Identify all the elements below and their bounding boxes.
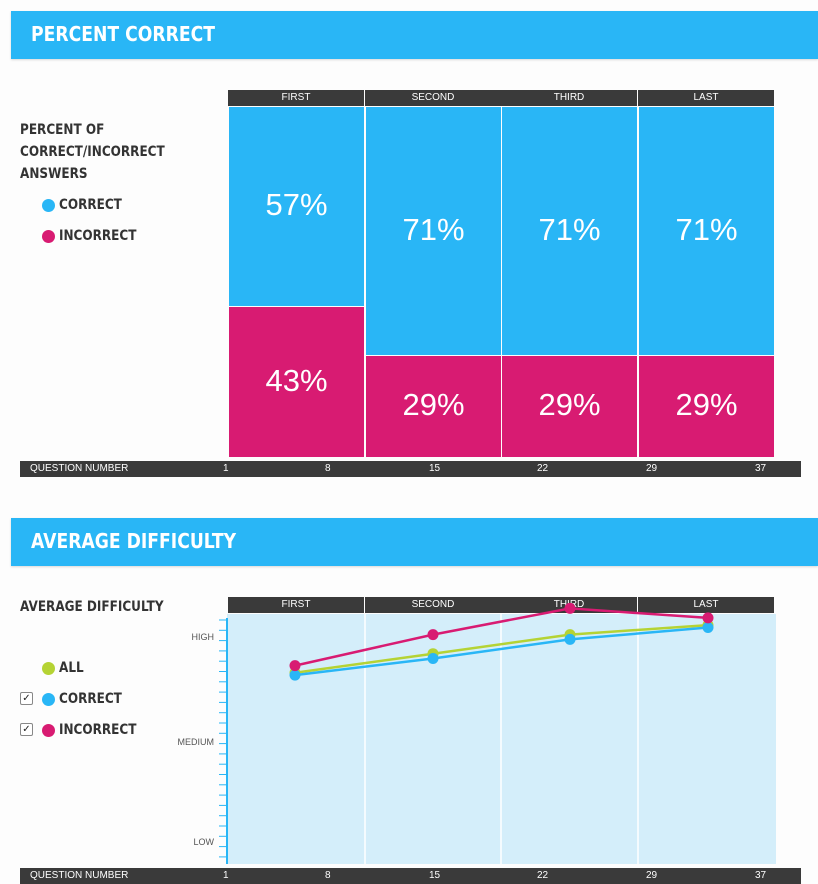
correct-block-label: 71% [402,211,465,247]
legend-diff-correct-dot [42,693,55,706]
legend-correct-label: CORRECT [59,197,122,213]
question-axis-top: QUESTION NUMBER 1 8 15 22 29 37 [20,461,801,477]
average-difficulty-banner: AVERAGE DIFFICULTY [11,518,818,566]
point-incorrect-last [702,612,714,624]
line-incorrect [294,607,709,667]
legend-correct-dot [42,199,55,212]
percent-correct-banner: PERCENT CORRECT [11,11,818,59]
incorrect-block-second[interactable]: 29% [366,355,501,457]
percent-side-title-line2: CORRECT/INCORRECT [20,144,165,160]
y-tick-medium: MEDIUM [178,737,215,747]
question-tick: 37 [755,463,767,474]
point-incorrect-first [289,660,301,672]
line-correct [294,626,709,677]
question-tick: 29 [646,870,658,881]
difficulty-header-third: THIRD [501,597,637,613]
percent-header-second: SECOND [365,90,501,106]
point-incorrect-second [427,629,439,641]
question-tick: 22 [537,463,549,474]
incorrect-block-label: 29% [538,387,601,423]
question-tick: 15 [429,870,441,881]
y-tick-high: HIGH [192,632,215,642]
point-all-third [564,629,576,641]
legend-all-dot [42,662,55,675]
point-correct-first [289,669,301,681]
y-tick-low: LOW [193,837,214,847]
point-all-last [702,619,714,631]
correct-block-third[interactable]: 71% [502,107,637,355]
correct-block-label: 71% [538,211,601,247]
question-tick: 8 [325,870,331,881]
percent-header-third: THIRD [501,90,637,106]
point-all-second [427,648,439,660]
question-tick: 8 [325,463,331,474]
percent-side-title-line3: ANSWERS [20,166,88,182]
question-tick: 1 [223,463,229,474]
legend-diff-incorrect-dot [42,724,55,737]
correct-block-label: 57% [265,187,328,223]
incorrect-block-first[interactable]: 43% [229,306,364,457]
percent-header-last: LAST [638,90,774,106]
correct-block-last[interactable]: 71% [639,107,774,355]
incorrect-block-label: 43% [265,362,328,398]
correct-block-first[interactable]: 57% [229,107,364,306]
question-tick: 22 [537,870,549,881]
difficulty-header-last: LAST [638,597,774,613]
point-all-first [289,667,301,679]
percent-side-title: PERCENT OF CORRECT/INCORRECT ANSWERS [20,119,165,185]
difficulty-header-second: SECOND [365,597,501,613]
plot-background [227,614,776,864]
percent-correct-title: PERCENT CORRECT [31,22,215,46]
question-tick: 29 [646,463,658,474]
line-all [294,623,709,675]
incorrect-block-label: 29% [402,387,465,423]
legend-diff-correct-label: CORRECT [59,691,122,707]
point-correct-third [564,633,576,645]
legend-all-label: ALL [59,660,84,676]
incorrect-block-third[interactable]: 29% [502,355,637,457]
correct-block-second[interactable]: 71% [366,107,501,355]
average-difficulty-title: AVERAGE DIFFICULTY [31,529,237,553]
legend-diff-incorrect-label: INCORRECT [59,722,137,738]
point-correct-last [702,622,714,633]
incorrect-checkbox[interactable]: ✓ [20,723,33,736]
percent-header-first: FIRST [228,90,364,106]
question-tick: 37 [755,870,767,881]
incorrect-block-label: 29% [675,387,738,423]
question-tick: 1 [223,870,229,881]
legend-incorrect-dot [42,230,55,243]
question-axis-label: QUESTION NUMBER [30,463,129,474]
question-axis-label: QUESTION NUMBER [30,870,129,881]
point-correct-second [427,653,439,664]
legend-incorrect-label: INCORRECT [59,228,137,244]
question-tick: 15 [429,463,441,474]
percent-side-title-line1: PERCENT OF [20,122,105,138]
question-axis-bottom: QUESTION NUMBER 1 8 15 22 29 37 [20,868,801,884]
difficulty-header-first: FIRST [228,597,364,613]
correct-checkbox[interactable]: ✓ [20,692,33,705]
correct-block-label: 71% [675,211,738,247]
incorrect-block-last[interactable]: 29% [639,355,774,457]
difficulty-side-title: AVERAGE DIFFICULTY [20,599,164,615]
